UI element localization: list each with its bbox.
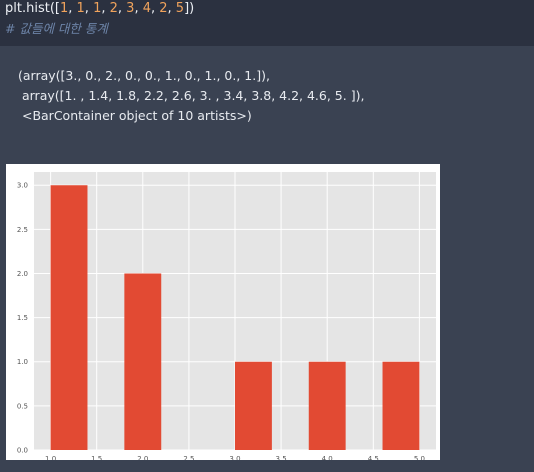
code-comment: # 값들에 대한 통계 [5,21,108,36]
code-separator: , [117,1,127,16]
code-separator: , [150,1,160,16]
x-tick-label: 2.5 [183,455,194,460]
x-tick-label: 3.0 [229,455,240,460]
output-line: <BarContainer object of 10 artists>) [18,108,252,123]
y-tick-label: 1.0 [17,358,28,366]
code-number: 1 [93,1,102,16]
code-separator: , [68,1,77,16]
histogram-bar [50,185,88,450]
code-number: 1 [76,1,85,16]
histogram-bar [308,361,346,450]
x-tick-label: 3.5 [276,455,287,460]
code-line: plt.hist([1, 1, 1, 2, 3, 4, 2, 5]) [5,1,194,16]
y-tick-label: 0.5 [17,402,28,410]
code-number: 5 [175,1,185,16]
output-line: (array([3., 0., 2., 0., 0., 1., 0., 1., … [18,68,270,83]
code-separator: , [167,1,176,16]
code-prefix: plt.hist([ [5,1,60,16]
code-separator: , [101,1,110,16]
code-number: 1 [59,1,69,16]
x-tick-label: 4.0 [322,455,333,460]
histogram-bar [382,361,420,450]
y-tick-label: 2.0 [17,270,28,278]
x-tick-label: 5.0 [414,455,425,460]
y-tick-label: 1.5 [17,314,28,322]
code-number: 2 [109,1,118,16]
y-tick-label: 2.5 [17,226,28,234]
code-cell[interactable]: plt.hist([1, 1, 1, 2, 3, 4, 2, 5]) # 값들에… [0,0,534,46]
code-number: 4 [142,1,151,16]
y-tick-label: 3.0 [17,182,28,190]
histogram-figure: 1.0 1.5 2.0 2.5 3.0 3.5 4.0 4.5 5.0 0.0 0.5 1.0 1.5 2… [6,164,440,463]
histogram-chart: 1.0 1.5 2.0 2.5 3.0 3.5 4.0 4.5 5.0 0.0 0.5 1.0 1.5 2… [17,172,436,463]
code-separator: , [134,1,143,16]
output-line: array([1. , 1.4, 1.8, 2.2, 2.6, 3. , 3.4… [18,88,365,103]
histogram-bar [124,273,162,450]
output-text: (array([3., 0., 2., 0., 0., 1., 0., 1., … [18,66,364,126]
code-separator: , [84,1,94,16]
code-suffix: ]) [184,1,195,16]
x-tick-label: 1.0 [45,455,56,460]
x-tick-label: 4.5 [368,455,379,460]
code-number: 2 [159,1,168,16]
code-number: 3 [126,1,135,16]
x-tick-label: 1.5 [91,455,102,460]
x-tick-label: 2.0 [137,455,148,460]
y-tick-label: 0.0 [17,447,28,455]
histogram-bar [235,361,272,450]
